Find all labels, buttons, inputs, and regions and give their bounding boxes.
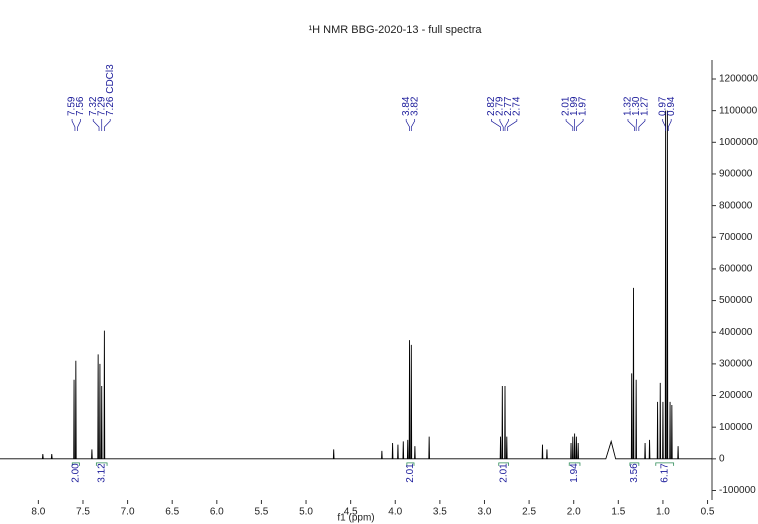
x-tick-label: 7.5 xyxy=(76,507,90,518)
peak-connector xyxy=(576,119,584,131)
y-tick-label: 100000 xyxy=(719,422,753,433)
peak-label: 7.32 xyxy=(88,96,99,116)
peak-label: 3.82 xyxy=(409,96,420,116)
integral-range xyxy=(71,462,80,466)
integral-label: 1.94 xyxy=(569,463,580,483)
y-tick-label: 200000 xyxy=(719,390,753,401)
peak-label: 1.97 xyxy=(578,96,589,116)
integral-label: 2.01 xyxy=(405,463,416,483)
integral-range xyxy=(629,462,640,466)
x-tick-label: 3.0 xyxy=(478,507,492,518)
y-tick-label: 1000000 xyxy=(719,137,758,148)
integral-label: 3.12 xyxy=(96,463,107,483)
peak-label: 2.74 xyxy=(512,96,523,116)
peak-connector xyxy=(77,119,81,131)
chart-title: ¹H NMR BBG-2020-13 - full spectra xyxy=(309,24,483,36)
peak-connector xyxy=(104,119,111,131)
peak-label: 1.99 xyxy=(569,96,580,116)
peak-connector xyxy=(627,119,635,131)
x-tick-label: 8.0 xyxy=(31,507,45,518)
peak-label: 2.01 xyxy=(561,96,572,116)
peak-label: 2.79 xyxy=(495,96,506,116)
y-tick-label: 400000 xyxy=(719,327,753,338)
y-tick-label: 900000 xyxy=(719,169,753,180)
integral-label: 2.00 xyxy=(70,463,81,483)
x-tick-label: 2.0 xyxy=(567,507,581,518)
y-tick-label: 500000 xyxy=(719,295,753,306)
x-axis-label: f1 (ppm) xyxy=(337,513,374,524)
y-tick-label: 700000 xyxy=(719,232,753,243)
peak-connector xyxy=(667,119,672,131)
integral-label: 2.01 xyxy=(498,463,509,483)
peak-label: 3.84 xyxy=(401,96,412,116)
spectrum-line xyxy=(0,110,712,460)
peak-label: 2.82 xyxy=(486,96,497,116)
x-tick-label: 4.5 xyxy=(344,507,358,518)
peak-label: 0.94 xyxy=(666,96,677,116)
y-tick-label: -100000 xyxy=(719,485,756,496)
integral-label: 3.56 xyxy=(629,463,640,483)
peak-label: 1.27 xyxy=(640,96,651,116)
x-tick-label: 1.0 xyxy=(656,507,670,518)
x-tick-label: 6.0 xyxy=(210,507,224,518)
integral-range xyxy=(568,462,581,466)
y-tick-label: 800000 xyxy=(719,200,753,211)
integral-range xyxy=(498,462,509,466)
peak-connector xyxy=(491,119,501,131)
peak-connector xyxy=(507,119,518,131)
peak-connector xyxy=(662,119,666,131)
integral-range xyxy=(655,462,675,466)
y-tick-label: 600000 xyxy=(719,264,753,275)
y-tick-label: 300000 xyxy=(719,359,753,370)
peak-connector xyxy=(638,119,646,131)
peak-label: 7.26 CDCl3 xyxy=(105,64,116,116)
integral-label: 6.17 xyxy=(659,463,670,483)
x-tick-label: 7.0 xyxy=(121,507,135,518)
peak-connector xyxy=(565,119,574,131)
peak-label: 7.29 xyxy=(96,96,107,116)
integral-range xyxy=(95,462,108,466)
peak-connector xyxy=(405,119,410,131)
peak-connector xyxy=(499,119,504,131)
x-tick-label: 3.5 xyxy=(433,507,447,518)
y-tick-label: 0 xyxy=(719,453,725,464)
peak-label: 7.59 xyxy=(67,96,78,116)
integral-range xyxy=(406,462,415,466)
x-tick-label: 5.0 xyxy=(299,507,313,518)
x-tick-label: 4.0 xyxy=(388,507,402,518)
x-tick-label: 5.5 xyxy=(254,507,268,518)
peak-connector xyxy=(92,119,100,131)
x-tick-label: 1.5 xyxy=(611,507,625,518)
peak-label: 0.97 xyxy=(657,96,668,116)
y-tick-label: 1200000 xyxy=(719,74,758,85)
peak-label: 2.77 xyxy=(503,96,514,116)
peak-connector xyxy=(71,119,76,131)
x-tick-label: 0.5 xyxy=(701,507,715,518)
peak-label: 1.32 xyxy=(623,96,634,116)
peak-label: 1.30 xyxy=(631,96,642,116)
peak-connector xyxy=(504,119,509,131)
y-tick-label: 1100000 xyxy=(719,105,758,116)
peak-connector xyxy=(410,119,416,131)
peak-label: 7.56 xyxy=(75,96,86,116)
x-tick-label: 6.5 xyxy=(165,507,179,518)
x-tick-label: 2.5 xyxy=(522,507,536,518)
